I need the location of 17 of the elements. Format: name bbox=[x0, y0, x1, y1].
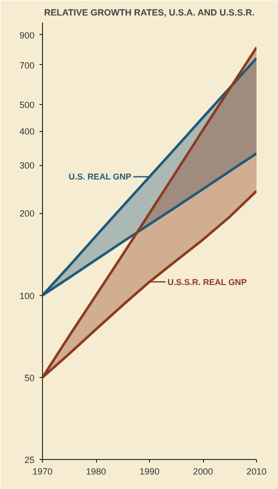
series-label: U.S. REAL GNP bbox=[68, 172, 132, 182]
y-tick-label: 500 bbox=[19, 100, 35, 110]
y-tick-label: 400 bbox=[19, 126, 35, 137]
chart-title: RELATIVE GROWTH RATES, U.S.A. AND U.S.S.R. bbox=[44, 8, 255, 18]
x-tick-label: 1990 bbox=[139, 466, 160, 476]
x-tick-label: 1970 bbox=[32, 466, 53, 476]
y-tick-label: 700 bbox=[19, 60, 35, 70]
x-tick-label: 2000 bbox=[192, 466, 214, 476]
y-tick-label: 25 bbox=[24, 455, 35, 465]
y-tick-label: 100 bbox=[19, 290, 35, 301]
y-tick-label: 300 bbox=[19, 160, 35, 171]
y-tick-label: 200 bbox=[19, 208, 35, 219]
y-tick-label: 900 bbox=[19, 30, 35, 40]
x-tick-label: 1980 bbox=[86, 466, 106, 476]
x-tick-label: 2010 bbox=[246, 466, 267, 476]
y-tick-label: 50 bbox=[24, 372, 35, 383]
legend-label: U.S.S.R. REAL GNP bbox=[168, 276, 248, 287]
